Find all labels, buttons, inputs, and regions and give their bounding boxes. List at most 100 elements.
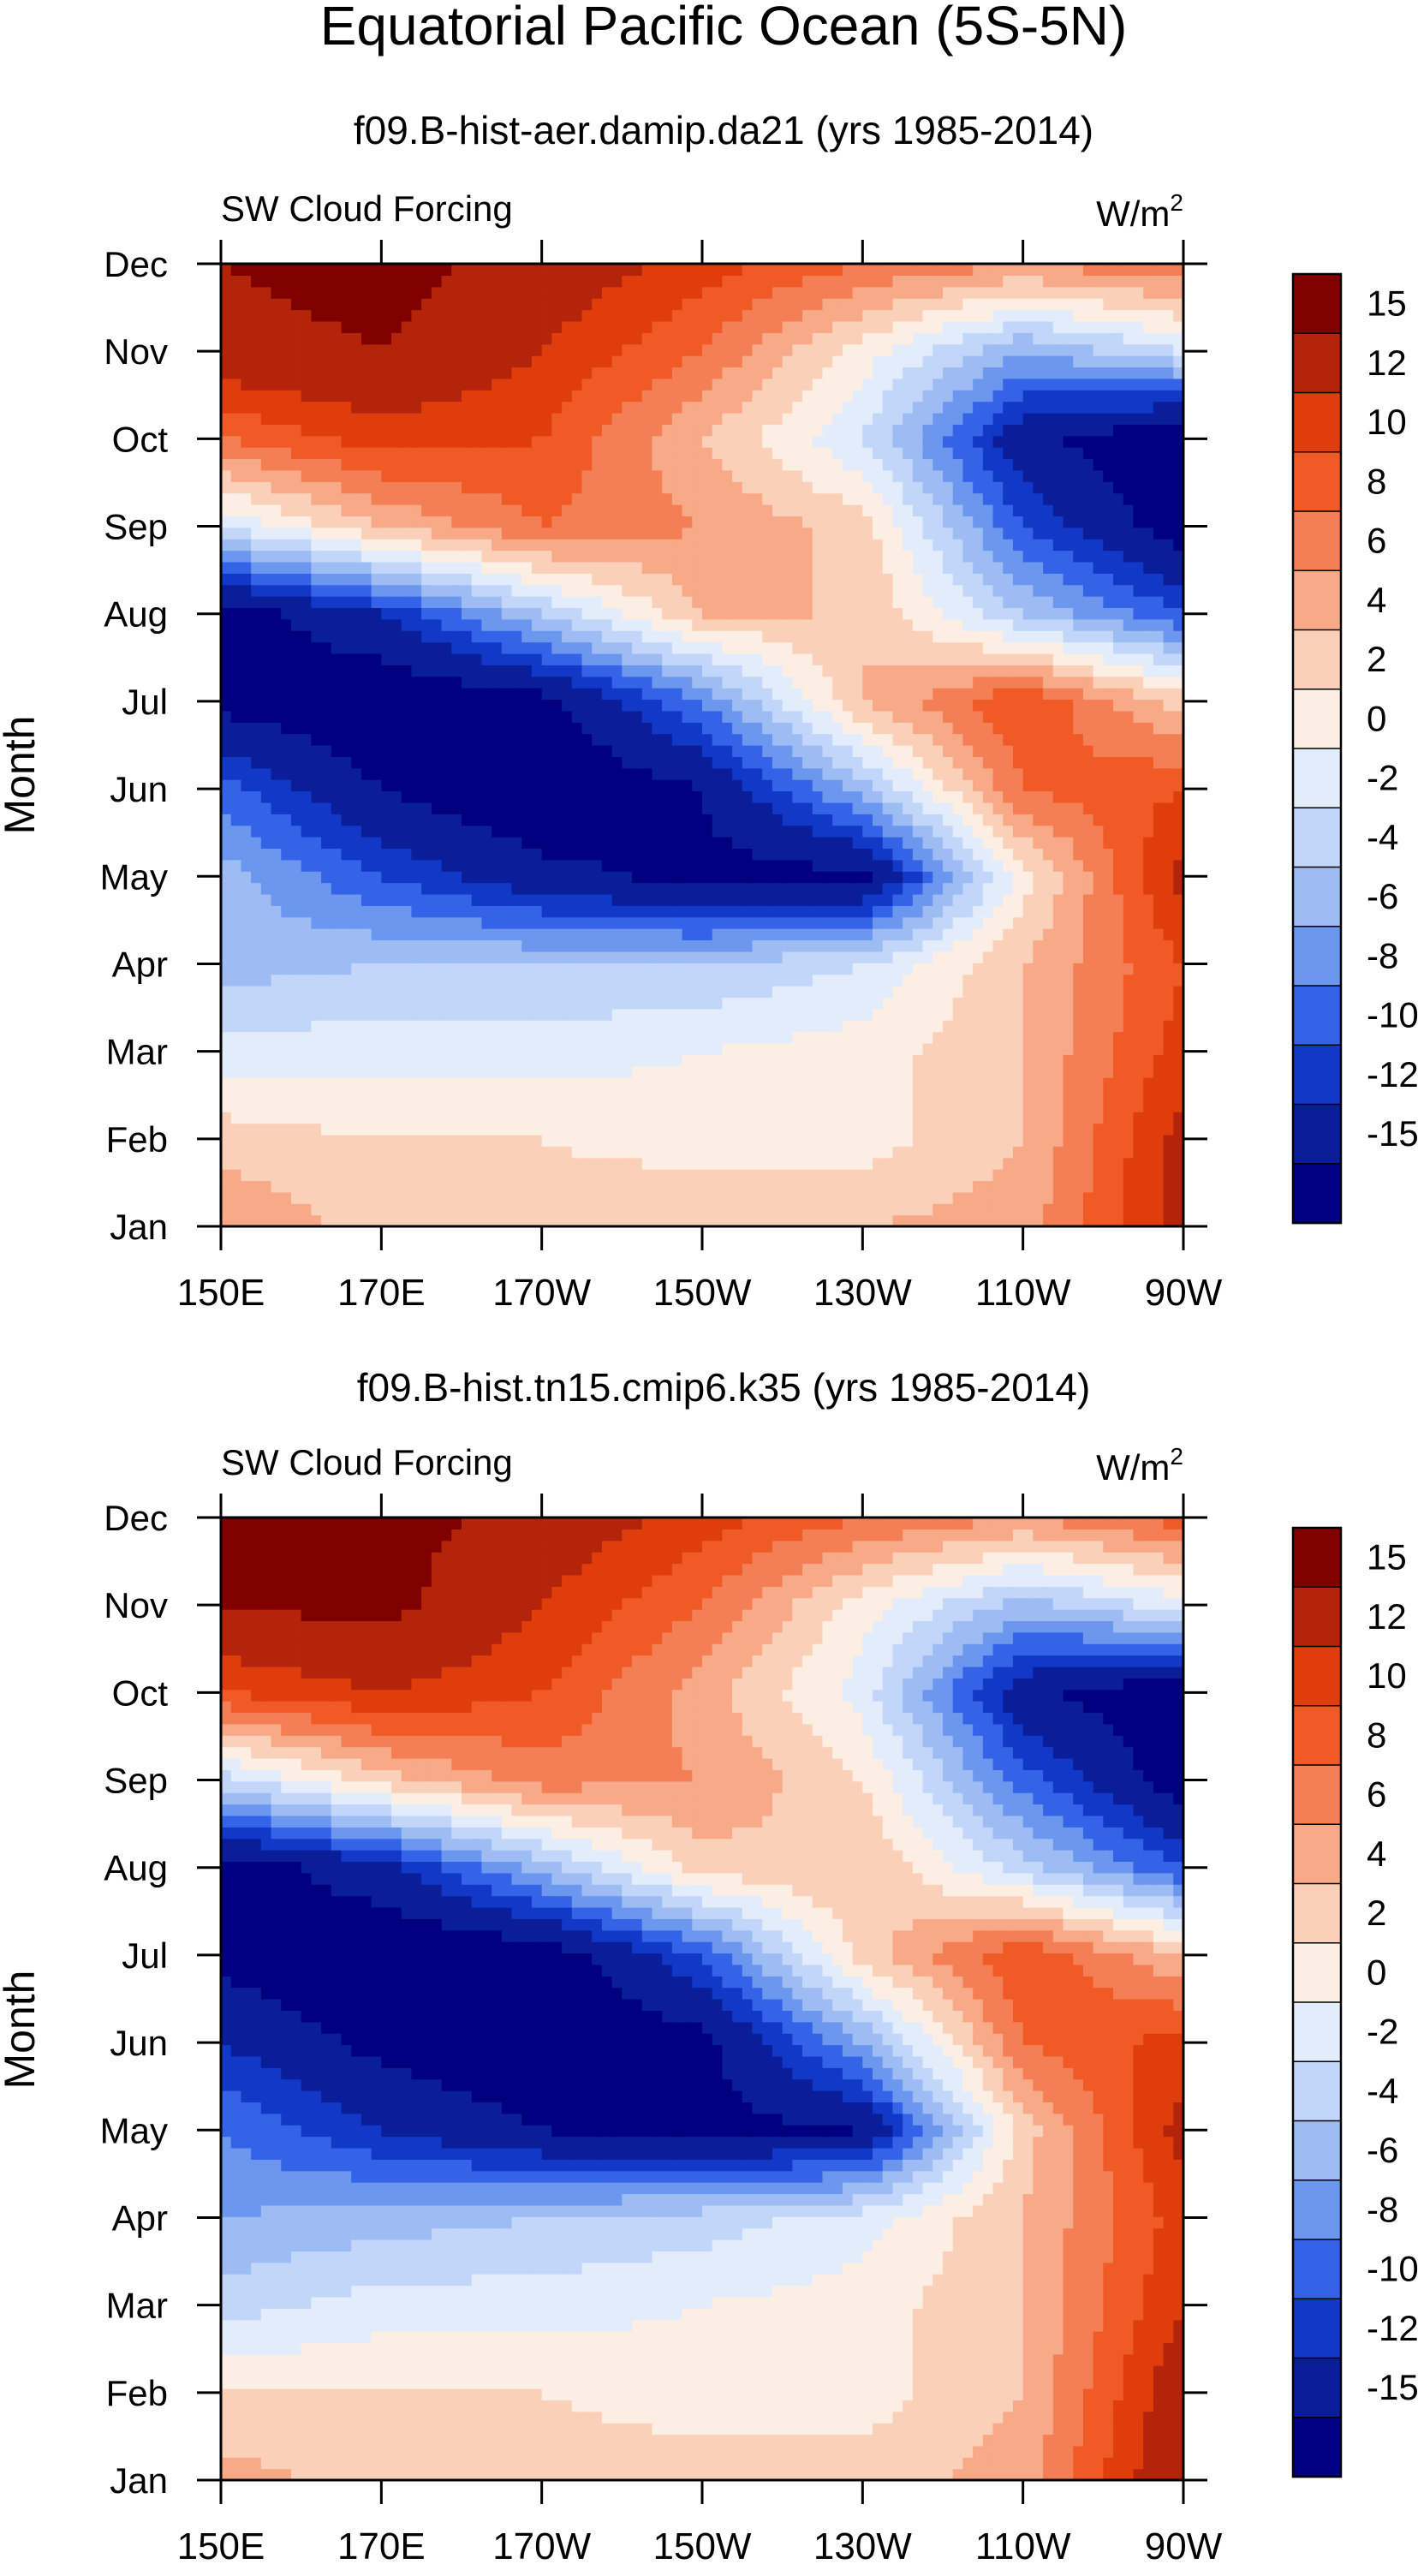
heatmap-cell: [712, 790, 724, 803]
heatmap-cell: [652, 893, 663, 906]
heatmap-cell: [221, 916, 232, 929]
heatmap-cell: [421, 1031, 432, 1044]
heatmap-cell: [722, 653, 733, 665]
heatmap-cell: [1033, 1020, 1044, 1033]
heatmap-cell: [662, 1054, 673, 1067]
heatmap-cell: [592, 676, 603, 689]
heatmap-cell: [1173, 928, 1184, 941]
heatmap-cell: [611, 1112, 623, 1124]
heatmap-cell: [421, 1191, 432, 1204]
heatmap-cell: [1063, 722, 1074, 735]
heatmap-cell: [802, 1157, 813, 1170]
heatmap-cell: [260, 710, 272, 723]
heatmap-cell: [992, 1191, 1004, 1204]
heatmap-cell: [1022, 1169, 1034, 1182]
units-base: W/m: [1096, 194, 1170, 234]
heatmap-cell: [722, 963, 733, 975]
heatmap-cell: [351, 1112, 362, 1124]
heatmap-cell: [360, 802, 372, 814]
heatmap-cell: [260, 1065, 272, 1078]
heatmap-cell: [290, 688, 302, 701]
heatmap-cell: [632, 1146, 643, 1159]
heatmap-cell: [581, 676, 593, 689]
heatmap-cell: [682, 722, 693, 735]
heatmap-cell: [331, 1077, 343, 1090]
heatmap-cell: [511, 848, 522, 861]
heatmap-cell: [922, 630, 933, 643]
heatmap-cell: [271, 699, 282, 712]
heatmap-cell: [531, 722, 543, 735]
heatmap-cell: [772, 974, 783, 987]
heatmap-cell: [973, 848, 984, 861]
heatmap-cell: [762, 1191, 773, 1204]
heatmap-cell: [622, 974, 633, 987]
heatmap-cell: [441, 905, 452, 918]
heatmap-cell: [511, 790, 522, 803]
heatmap-cell: [622, 676, 633, 689]
heatmap-cell: [882, 722, 894, 735]
heatmap-cell: [762, 756, 773, 769]
heatmap-cell: [381, 928, 392, 941]
heatmap-cell: [772, 722, 783, 735]
heatmap-cell: [622, 928, 633, 941]
heatmap-cell: [531, 848, 543, 861]
heatmap-cell: [1063, 699, 1074, 712]
heatmap-cell: [501, 699, 513, 712]
heatmap-cell: [592, 1191, 603, 1204]
heatmap-cell: [692, 722, 703, 735]
heatmap-cell: [1082, 722, 1094, 735]
heatmap-cell: [712, 653, 724, 665]
heatmap-cell: [221, 1077, 232, 1090]
heatmap-cell: [842, 1065, 854, 1078]
heatmap-cell: [772, 1203, 783, 1216]
heatmap-cell: [782, 722, 793, 735]
heatmap-cell: [401, 1100, 413, 1112]
heatmap-cell: [371, 928, 382, 941]
heatmap-cell: [1113, 882, 1124, 895]
heatmap-cell: [802, 756, 813, 769]
heatmap-cell: [1033, 1191, 1044, 1204]
heatmap-cell: [952, 1157, 964, 1170]
heatmap-cell: [1113, 1054, 1124, 1067]
heatmap-cell: [962, 676, 974, 689]
heatmap-cell: [511, 882, 522, 895]
heatmap-cell: [290, 928, 302, 941]
heatmap-cell: [601, 767, 613, 780]
heatmap-cell: [1163, 1123, 1174, 1136]
heatmap-cell: [852, 676, 863, 689]
heatmap-cell: [932, 767, 944, 780]
heatmap-cell: [873, 1020, 884, 1033]
heatmap-cell: [290, 641, 302, 654]
heatmap-cell: [331, 1008, 343, 1021]
heatmap-cell: [712, 825, 724, 838]
heatmap-cell: [381, 665, 392, 677]
heatmap-cell: [622, 630, 633, 643]
heatmap-cell: [360, 745, 372, 757]
heatmap-cell: [922, 1077, 933, 1090]
heatmap-cell: [371, 905, 382, 918]
heatmap-cell: [903, 676, 914, 689]
heatmap-cell: [852, 1077, 863, 1090]
heatmap-cell: [752, 710, 763, 723]
heatmap-cell: [943, 1214, 954, 1227]
heatmap-cell: [451, 1065, 462, 1078]
heatmap-cell: [732, 1042, 743, 1055]
heatmap-cell: [562, 1112, 573, 1124]
heatmap-cell: [671, 779, 683, 792]
heatmap-cell: [732, 653, 743, 665]
heatmap-cell: [852, 1191, 863, 1204]
heatmap-cell: [601, 1169, 613, 1182]
heatmap-cell: [271, 1112, 282, 1124]
heatmap-cell: [241, 722, 252, 735]
heatmap-cell: [1093, 1020, 1104, 1033]
heatmap-cell: [441, 882, 452, 895]
heatmap-cell: [331, 1169, 343, 1182]
heatmap-cell: [411, 641, 422, 654]
heatmap-cell: [873, 825, 884, 838]
heatmap-cell: [752, 641, 763, 654]
heatmap-cell: [702, 974, 713, 987]
heatmap-cell: [511, 928, 522, 941]
heatmap-cell: [1123, 733, 1135, 746]
heatmap-cell: [802, 641, 813, 654]
heatmap-cell: [1133, 997, 1144, 1010]
